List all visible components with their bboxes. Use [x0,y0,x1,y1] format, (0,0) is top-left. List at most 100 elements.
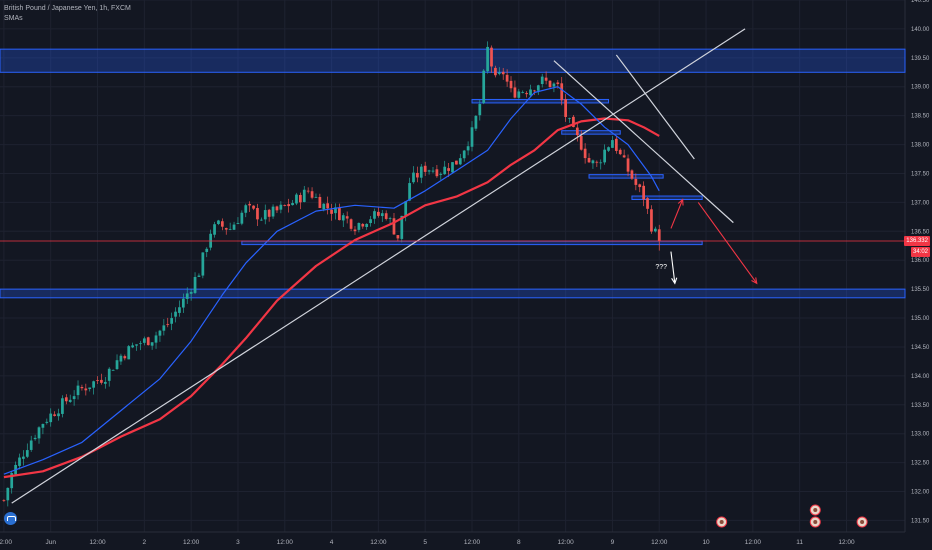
candle-body [275,206,279,211]
x-tick-label: 12:00 [89,539,106,546]
candle-body [154,335,158,343]
candle-body [150,342,154,346]
x-tick-label: 12:00 [0,539,12,546]
candle-body [404,201,408,216]
sr-zone [0,288,906,299]
candle-body [236,223,240,224]
candle-body [439,173,443,175]
candle-body [170,318,174,324]
candle-body [380,213,384,217]
candle-body [166,324,170,325]
candle-body [599,162,603,164]
trendline [615,54,695,160]
candle-body [642,185,646,200]
candle-body [603,149,606,163]
candle-body [142,338,146,343]
candle-body [646,198,649,209]
event-marker-dot [813,508,818,512]
candle-body [509,80,513,89]
candle-body [295,194,298,204]
candle-body [490,47,493,67]
candle-body [37,427,41,439]
candle-body [462,150,466,159]
candle-body [341,215,345,221]
chart-legend: British Pound / Japanese Yen, 1h, FXCM S… [4,4,131,24]
candle-body [345,216,349,219]
candle-body [115,360,119,370]
candle-body [119,355,123,362]
candle-body [419,166,423,178]
candle-body [68,399,72,402]
y-tick-label: 134.00 [911,374,930,380]
candle-body [158,330,162,336]
candle-body [100,379,103,383]
candle-body [252,205,255,209]
candle-body [88,387,92,390]
candle-body [213,224,216,235]
price-axis [905,0,932,550]
arrow-line [670,199,684,229]
y-tick-label: 138.00 [911,143,930,149]
candle-body [384,213,388,219]
candle-body [240,212,244,224]
candle-body [49,413,53,423]
candle-body [373,211,376,219]
candle-body [84,388,88,391]
symbol-title[interactable]: British Pound / Japanese Yen, 1h, FXCM [4,5,131,12]
candle-body [232,224,236,230]
x-tick-label: 3 [236,539,240,546]
candle-body [474,115,478,129]
candle-body [497,72,501,74]
candle-body [618,149,622,155]
x-tick-label: 10 [702,539,710,546]
candle-body [408,183,411,201]
candle-body [466,146,470,151]
x-tick-label: 5 [423,539,427,546]
candle-body [377,211,380,216]
candle-body [259,219,263,221]
sr-zone [631,195,703,201]
event-marker-dot [719,520,724,524]
y-tick-label: 133.50 [911,403,930,409]
candle-body [123,356,127,359]
candle-body [326,203,330,209]
y-tick-label: 137.00 [911,200,930,206]
candle-body [2,500,6,501]
sr-zone [561,130,621,135]
indicator-label[interactable]: SMAs [4,15,23,22]
y-tick-label: 132.50 [911,461,930,467]
tradingview-logo-icon[interactable] [4,512,17,525]
candle-body [650,209,653,232]
candle-body [349,219,353,229]
candle-body [369,219,372,224]
candle-body [552,83,556,87]
candle-body [267,209,271,217]
candle-body [271,206,275,217]
candle-body [244,205,248,213]
candle-body [365,223,369,228]
candle-body [279,204,283,210]
candle-body [189,291,193,294]
candle-body [41,424,45,428]
candle-body [529,89,532,96]
candle-body [146,337,150,346]
candle-body [657,229,661,242]
candle-body [318,196,322,209]
candle-body [322,203,326,210]
x-tick-label: 8 [517,539,521,546]
candle-body [513,87,517,98]
y-tick-label: 136.50 [911,229,930,235]
candle-body [622,155,626,158]
candle-body [217,220,220,225]
x-tick-label: 9 [611,539,615,546]
candle-body [505,74,509,82]
candle-body [435,169,439,177]
y-tick-label: 137.50 [911,171,930,177]
candle-body [392,218,396,235]
candle-body [575,127,579,136]
candle-body [536,85,540,91]
candle-body [181,298,185,308]
candle-body [486,46,489,72]
y-tick-label: 131.50 [911,518,930,524]
